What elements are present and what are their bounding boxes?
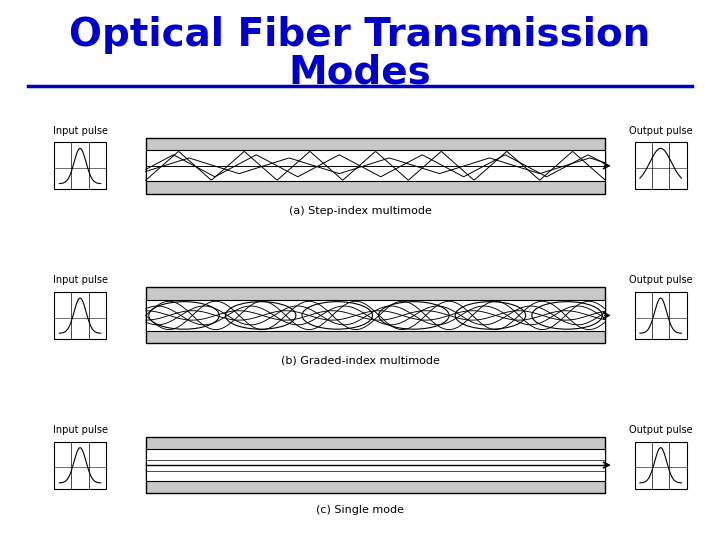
Text: (a) Step-index multimode: (a) Step-index multimode <box>289 206 431 215</box>
Text: Optical Fiber Transmission: Optical Fiber Transmission <box>69 16 651 54</box>
Text: Input pulse: Input pulse <box>53 425 107 435</box>
Bar <box>635 142 687 190</box>
Bar <box>145 437 606 493</box>
Text: Output pulse: Output pulse <box>629 275 693 286</box>
Text: (c) Single mode: (c) Single mode <box>316 505 404 515</box>
Bar <box>635 442 687 489</box>
Bar <box>145 449 606 481</box>
Text: Input pulse: Input pulse <box>53 275 107 286</box>
Text: Input pulse: Input pulse <box>53 126 107 136</box>
Text: Modes: Modes <box>289 53 431 92</box>
Bar <box>145 138 606 194</box>
Bar <box>635 292 687 339</box>
Text: Output pulse: Output pulse <box>629 425 693 435</box>
Bar <box>145 150 606 181</box>
Text: Output pulse: Output pulse <box>629 126 693 136</box>
Bar <box>145 287 606 343</box>
Bar <box>145 300 606 331</box>
Bar <box>54 292 106 339</box>
Bar <box>54 442 106 489</box>
Text: (b) Graded-index multimode: (b) Graded-index multimode <box>281 355 439 365</box>
Bar <box>54 142 106 190</box>
